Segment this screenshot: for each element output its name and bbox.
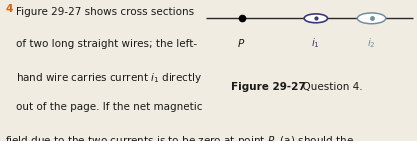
Text: 4: 4 [5,4,13,14]
Ellipse shape [304,14,327,23]
Text: out of the page. If the net magnetic: out of the page. If the net magnetic [16,102,202,112]
Text: Figure 29-27: Figure 29-27 [231,82,306,92]
Text: $i_1$: $i_1$ [311,37,320,50]
Text: $i_2$: $i_2$ [367,37,376,50]
Text: Question 4.: Question 4. [296,82,362,92]
Text: of two long straight wires; the left-: of two long straight wires; the left- [16,39,197,49]
Ellipse shape [357,13,386,24]
Text: Figure 29-27 shows cross sections: Figure 29-27 shows cross sections [16,7,194,17]
Text: $P$: $P$ [237,37,246,49]
Text: field due to the two currents is to be zero at point $P$, (a) should the: field due to the two currents is to be z… [5,134,354,141]
Text: hand wire carries current $i_1$ directly: hand wire carries current $i_1$ directly [16,70,202,84]
